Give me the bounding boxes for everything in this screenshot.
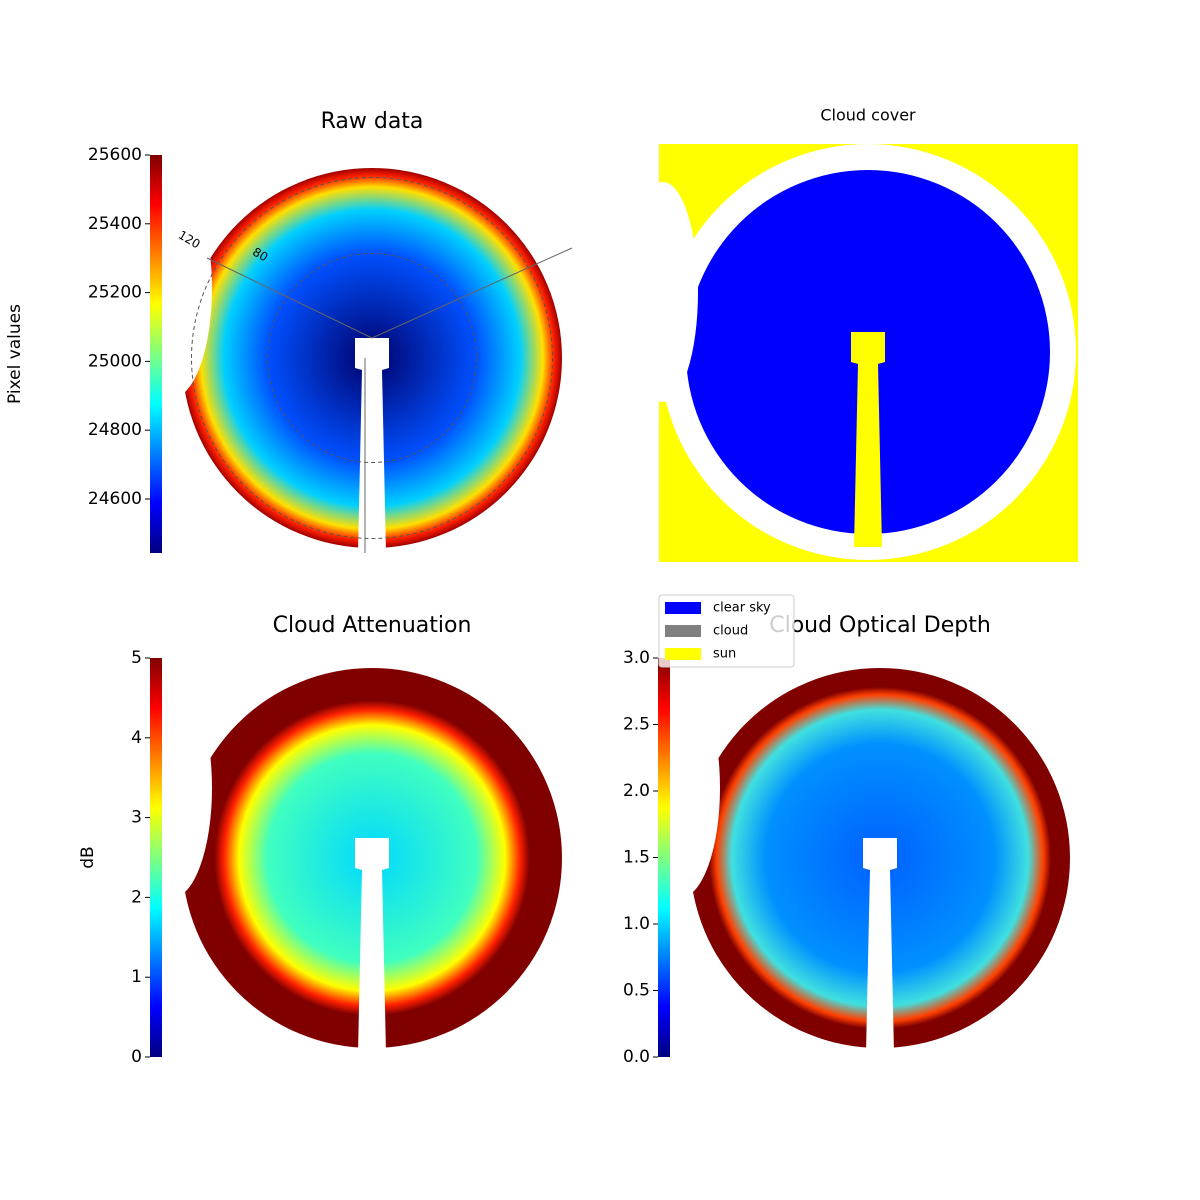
colorbar: [150, 155, 162, 553]
polar-grid: [191, 177, 553, 539]
polar-axis: [206, 257, 373, 339]
mast-mask: [355, 338, 389, 553]
colorbar-tick-label: 25200: [88, 283, 142, 303]
legend-swatch: [665, 602, 701, 614]
colorbar-tick-label: 24600: [88, 489, 142, 509]
colorbar-tick-label: 24800: [88, 420, 142, 440]
colorbar: [658, 658, 670, 1057]
colorbar-tick-label: 1.5: [623, 848, 650, 868]
colorbar-tick-label: 3.0: [623, 648, 650, 668]
image-notch: [132, 178, 212, 398]
mast-mask: [355, 838, 389, 1053]
colorbar-tick-label: 0.5: [623, 981, 650, 1001]
colorbar-tick-label: 25600: [88, 145, 142, 165]
image-notch: [628, 182, 698, 402]
colorbar: [150, 658, 162, 1057]
colorbar-tick-label: 1.0: [623, 914, 650, 934]
image-notch: [640, 678, 720, 898]
legend-label: sun: [713, 647, 736, 662]
colorbar-label: Pixel values: [5, 304, 25, 404]
colorbar-tick-label: 2: [131, 887, 142, 907]
mast-mask: [863, 838, 897, 1053]
colorbar-tick-label: 0.0: [623, 1047, 650, 1067]
panel-title: Cloud Optical Depth: [769, 613, 991, 638]
panel-title: Cloud Attenuation: [273, 613, 472, 638]
legend-swatch: [665, 648, 701, 660]
legend-swatch: [665, 625, 701, 637]
sun-mast: [851, 332, 885, 547]
polar-grid: [267, 253, 477, 463]
colorbar-label: dB: [78, 846, 98, 868]
colorbar-tick-label: 5: [131, 648, 142, 668]
polar-axis: [371, 247, 573, 339]
image-notch: [132, 678, 212, 898]
colorbar-tick-label: 3: [131, 808, 142, 828]
legend-label: clear sky: [713, 601, 771, 616]
colorbar-tick-label: 25000: [88, 351, 142, 371]
colorbar-tick-label: 4: [131, 728, 142, 748]
polar-label: 80: [250, 245, 270, 265]
panel-title: Cloud cover: [820, 106, 916, 125]
colorbar-tick-label: 0: [131, 1047, 142, 1067]
panel-title: Raw data: [321, 109, 424, 134]
colorbar-tick-label: 1: [131, 967, 142, 987]
legend-label: cloud: [713, 624, 748, 639]
colorbar-tick-label: 2.0: [623, 781, 650, 801]
colorbar-tick-label: 2.5: [623, 715, 650, 735]
colorbar-tick-label: 25400: [88, 214, 142, 234]
